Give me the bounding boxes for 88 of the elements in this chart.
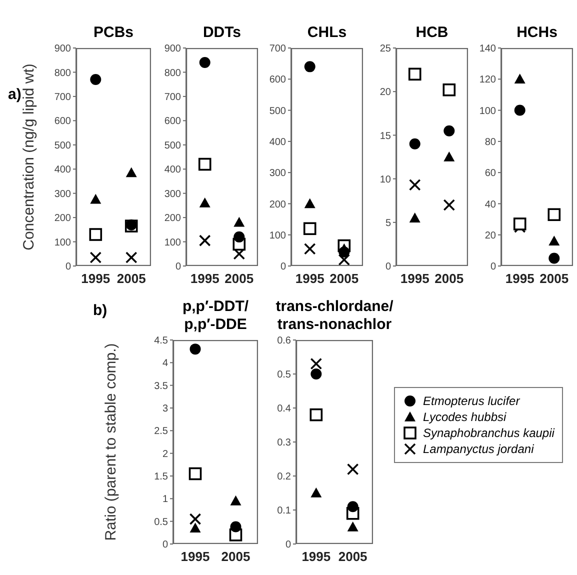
y-tick-label: 400 bbox=[54, 164, 72, 176]
y-tick-label: 0.2 bbox=[277, 472, 292, 483]
y-tick-label: 600 bbox=[54, 116, 72, 128]
y-tick-label: 1 bbox=[162, 494, 168, 506]
y-tick-label: 1.5 bbox=[154, 472, 168, 483]
y-tick-label: 20 bbox=[484, 230, 496, 242]
legend-label: Lampanyctus jordani bbox=[423, 442, 534, 456]
y-tick-label: 700 bbox=[269, 44, 286, 55]
y-tick-label: 900 bbox=[164, 44, 182, 55]
y-tick-label: 0.3 bbox=[277, 438, 292, 449]
y-tick-label: 600 bbox=[164, 116, 182, 128]
x-tick-label: 2005 bbox=[224, 271, 254, 286]
y-tick-label: 5 bbox=[385, 218, 392, 229]
y-tick-label: 400 bbox=[269, 136, 286, 148]
y-tick-label: 600 bbox=[269, 74, 286, 86]
y-tick-label: 0 bbox=[162, 540, 168, 551]
x-tick-label: 1995 bbox=[302, 549, 331, 564]
chart-title: PCBs bbox=[93, 24, 134, 42]
y-tick-label: 100 bbox=[54, 237, 72, 248]
chart-title: HCHs bbox=[516, 24, 558, 42]
y-tick-label: 0 bbox=[175, 262, 182, 273]
y-tick-label: 60 bbox=[484, 168, 496, 180]
legend-label: Synaphobranchus kaupii bbox=[423, 426, 554, 440]
text: b) bbox=[93, 302, 108, 319]
y-tick-label: 2 bbox=[162, 448, 168, 460]
y-tick-label: 3.5 bbox=[154, 380, 168, 392]
y-tick-label: 400 bbox=[164, 164, 182, 176]
y-tick-label: 120 bbox=[479, 74, 496, 86]
y-tick-label: 700 bbox=[54, 92, 72, 103]
x-tick-label: 1995 bbox=[81, 271, 110, 286]
y-tick-label: 500 bbox=[54, 140, 72, 152]
chart-title: DDTs bbox=[202, 24, 242, 42]
chart-title: trans-chlordane/trans-nonachlor bbox=[276, 298, 394, 334]
y-tick-label: 4.5 bbox=[154, 336, 168, 347]
y-tick-label: 0 bbox=[65, 262, 72, 273]
x-tick-label: 2005 bbox=[434, 271, 464, 286]
y-tick-label: 800 bbox=[54, 68, 72, 79]
y-tick-label: 100 bbox=[164, 237, 182, 248]
x-tick-label: 2005 bbox=[338, 549, 368, 564]
y-tick-label: 0.4 bbox=[277, 404, 292, 415]
y-tick-label: 80 bbox=[484, 136, 496, 148]
y-tick-label: 0 bbox=[285, 540, 292, 551]
y-tick-label: 0.5 bbox=[154, 516, 168, 528]
y-tick-label: 300 bbox=[164, 188, 182, 200]
legend-label: Etmopterus lucifer bbox=[423, 394, 520, 408]
y-tick-label: 300 bbox=[269, 168, 286, 180]
y-tick-label: 300 bbox=[54, 188, 72, 200]
chart-title: p,p′-DDT/p,p′-DDE bbox=[182, 298, 249, 334]
y-tick-label: 20 bbox=[380, 87, 392, 98]
x-tick-label: 2005 bbox=[330, 271, 359, 286]
y-axis-title: Concentration (ng/g lipid wt) bbox=[20, 64, 38, 250]
y-tick-label: 200 bbox=[269, 199, 286, 210]
y-tick-label: 500 bbox=[164, 140, 182, 152]
y-tick-label: 0 bbox=[490, 262, 496, 273]
legend-label: Lycodes hubbsi bbox=[423, 410, 506, 424]
y-tick-label: 0.5 bbox=[277, 370, 292, 381]
y-tick-label: 900 bbox=[54, 44, 72, 55]
y-tick-label: 4 bbox=[162, 358, 168, 370]
y-tick-label: 800 bbox=[164, 68, 182, 79]
x-tick-label: 1995 bbox=[400, 271, 430, 286]
x-tick-label: 2005 bbox=[221, 549, 250, 564]
y-tick-label: 0 bbox=[280, 262, 286, 273]
y-tick-label: 0.6 bbox=[277, 336, 292, 347]
y-tick-label: 3 bbox=[162, 404, 168, 415]
x-tick-label: 1995 bbox=[180, 549, 210, 564]
y-axis-title: Ratio (parent to stable comp.) bbox=[102, 343, 120, 541]
chart-title: CHLs bbox=[307, 24, 347, 42]
y-tick-label: 0 bbox=[385, 262, 392, 273]
y-tick-label: 2.5 bbox=[154, 426, 168, 438]
y-tick-label: 500 bbox=[269, 106, 286, 117]
y-tick-label: 700 bbox=[164, 92, 182, 103]
x-tick-label: 2005 bbox=[116, 271, 146, 286]
y-tick-label: 200 bbox=[164, 213, 182, 224]
y-tick-label: 10 bbox=[380, 174, 392, 186]
y-tick-label: 100 bbox=[269, 230, 286, 242]
y-tick-label: 100 bbox=[479, 106, 496, 117]
x-tick-label: 1995 bbox=[190, 271, 220, 286]
y-tick-label: 140 bbox=[479, 44, 496, 55]
chart-title: HCB bbox=[416, 24, 448, 42]
x-tick-label: 1995 bbox=[505, 271, 534, 286]
y-tick-label: 15 bbox=[380, 130, 392, 142]
y-tick-label: 0.1 bbox=[277, 506, 292, 517]
y-tick-label: 25 bbox=[380, 44, 392, 55]
y-tick-label: 40 bbox=[484, 199, 496, 210]
text: a) bbox=[8, 86, 22, 103]
x-tick-label: 2005 bbox=[540, 271, 569, 286]
x-tick-label: 1995 bbox=[295, 271, 324, 286]
y-tick-label: 200 bbox=[54, 213, 72, 224]
